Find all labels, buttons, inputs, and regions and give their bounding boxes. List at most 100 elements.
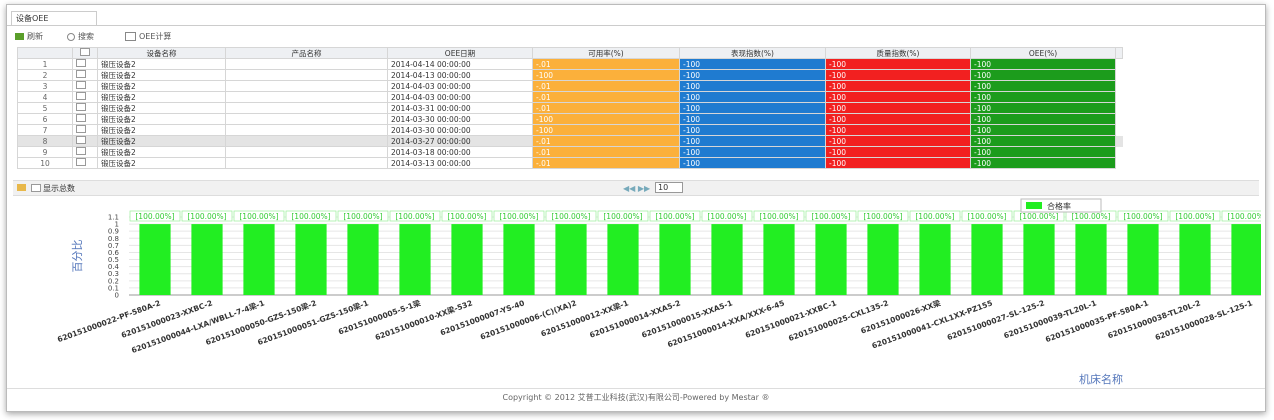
value-label: [100.00%] [135,212,174,221]
pager-arrows[interactable]: ◀◀ ▶▶ [623,184,651,193]
value-label-box [1221,210,1261,222]
table-cell: 锻压设备2 [97,157,226,169]
table-cell: -100 [825,146,971,158]
table-cell: -100 [970,113,1116,125]
table-cell: 2014-03-13 00:00:00 [387,157,533,169]
checkbox-cell [72,157,98,169]
table-cell: 锻压设备2 [97,69,226,81]
header-cell: 设备名称 [97,47,226,59]
checkbox[interactable] [76,136,86,144]
table-cell: -100 [970,157,1116,169]
bar [1023,224,1055,295]
table-cell: 锻压设备2 [97,146,226,158]
y-axis-label: 百分比 [71,240,84,273]
checkbox-cell [72,80,98,92]
table-cell: 锻压设备2 [97,113,226,125]
table-cell [1116,136,1123,147]
value-label: [100.00%] [759,212,798,221]
row-number: 1 [17,58,73,70]
tab[interactable]: 设备OEE [11,11,97,26]
y-tick-label: 0.1 [108,284,119,292]
icon [17,184,26,191]
header-cell: OEE日期 [387,47,533,59]
y-tick-label: 0.9 [108,228,119,236]
header-cell: 可用率(%) [532,47,680,59]
page-size[interactable]: 10 [655,182,684,193]
checkbox[interactable] [76,103,86,111]
header-cell: OEE(%) [970,47,1116,59]
oee-button[interactable]: OEE计算 [125,31,171,43]
data-table: 设备名称 产品名称 OEE日期 可用率(%) 表现指数(%) 质量指数(%) OEE(%) 1… [17,47,1123,169]
table-cell: 锻压设备2 [97,91,226,103]
bar [1127,224,1159,295]
bar [399,224,431,295]
value-label-box [909,210,961,222]
x-tick-label: 620151000010-XX梁-532 [374,297,474,342]
refresh-button[interactable]: 刷新 [15,31,43,43]
value-label-box [1169,210,1221,222]
table-cell [1116,125,1123,136]
row-number: 8 [17,135,73,147]
table-cell: -100 [679,113,826,125]
value-label-box [753,210,805,222]
checkbox[interactable] [31,184,41,192]
value-label-box [701,210,753,222]
row-number: 3 [17,80,73,92]
bar [555,224,587,295]
table-cell [225,146,388,158]
bar [191,224,223,295]
value-label-box [649,210,701,222]
table-row: 5 锻压设备2 2014-03-31 00:00:00 -.01 -100 -100 -10… [17,102,1123,114]
bar [347,224,379,295]
value-label: [100.00%] [187,212,226,221]
label: 刷新 [27,32,43,41]
table-cell: -100 [825,58,971,70]
table-cell: -100 [825,157,971,169]
table-row: 9 锻压设备2 2014-03-18 00:00:00 -.01 -100 -100 -10… [17,146,1123,158]
checkbox[interactable] [76,125,86,133]
value-label: [100.00%] [1071,212,1110,221]
value-label: [100.00%] [447,212,486,221]
table-cell: -100 [532,113,680,125]
table-cell: -100 [679,80,826,92]
row-number: 9 [17,146,73,158]
value-label: [100.00%] [291,212,330,221]
table-cell: -100 [970,58,1116,70]
bar [139,224,171,295]
checkbox[interactable] [76,70,86,78]
y-tick-label: 0 [115,292,119,300]
checkbox[interactable] [80,48,90,56]
x-tick-label: 620151000025-CXL135-2 [787,298,889,343]
checkbox-cell [72,113,98,125]
table-cell [225,102,388,114]
checkbox-cell [72,135,98,147]
table-cell: -100 [532,124,680,136]
table-cell [225,157,388,169]
checkbox[interactable] [76,59,86,67]
header-cell: 质量指数(%) [825,47,971,59]
header-cell [17,47,73,59]
y-tick-label: 0.8 [108,235,119,243]
search-button[interactable]: 搜索 [67,31,94,43]
checkbox[interactable] [76,114,86,122]
copyright: Copyright © 2012 艾普工业科技(武汉)有限公司-Powered … [7,388,1265,403]
table-cell: -100 [825,135,971,147]
checkbox[interactable] [76,92,86,100]
table-cell: 2014-04-03 00:00:00 [387,80,533,92]
table-cell: -.01 [532,157,680,169]
bar [607,224,639,295]
table-row: 3 锻压设备2 2014-04-03 00:00:00 -.01 -100 -100 -10… [17,80,1123,92]
bar [919,224,951,295]
table-cell: -.01 [532,135,680,147]
table-cell: -100 [970,135,1116,147]
value-label: [100.00%] [239,212,278,221]
checkbox[interactable] [76,147,86,155]
y-tick-label: 1 [115,221,119,229]
checkbox[interactable] [76,158,86,166]
value-label: [100.00%] [395,212,434,221]
value-label-box [285,210,337,222]
checkbox[interactable] [76,81,86,89]
value-label: [100.00%] [707,212,746,221]
x-tick-label: 620151000014-XXA5-2 [588,298,681,339]
